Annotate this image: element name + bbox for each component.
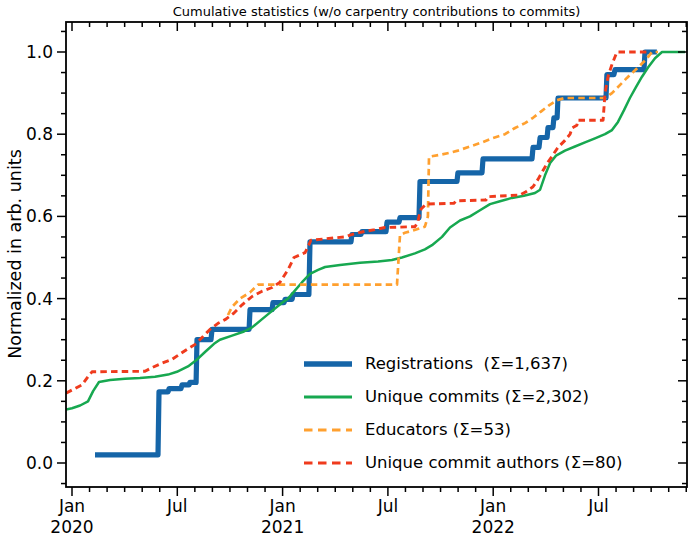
- x-tick-label: Jan: [58, 496, 85, 516]
- x-tick-year-label: 2020: [50, 517, 93, 537]
- x-tick-label: Jul: [166, 496, 188, 516]
- y-tick-label: 0.6: [26, 206, 53, 226]
- chart-title: Cumulative statistics (w/o carpentry con…: [66, 4, 687, 19]
- legend-label-unique-commit-authors: Unique commit authors (Σ=80): [365, 453, 622, 472]
- legend-swatch-educators: [303, 425, 353, 435]
- figure: Jan2020JulJan2021JulJan2022Jul0.00.20.40…: [0, 0, 695, 542]
- legend-swatch-unique-commit-authors: [303, 458, 353, 468]
- legend-item-unique-commits: Unique commits (Σ=2,302): [303, 380, 622, 413]
- y-tick-label: 1.0: [26, 42, 53, 62]
- x-tick-label: Jan: [479, 496, 506, 516]
- x-tick-year-label: 2021: [261, 517, 304, 537]
- x-tick-label: Jan: [268, 496, 295, 516]
- legend-label-registrations: Registrations (Σ=1,637): [365, 354, 568, 373]
- legend-item-registrations: Registrations (Σ=1,637): [303, 347, 622, 380]
- y-tick-label: 0.8: [26, 124, 53, 144]
- x-tick-label: Jul: [377, 496, 399, 516]
- legend-item-unique-commit-authors: Unique commit authors (Σ=80): [303, 446, 622, 479]
- y-tick-label: 0.0: [26, 453, 53, 473]
- y-tick-label: 0.4: [26, 289, 53, 309]
- x-tick-year-label: 2022: [472, 517, 515, 537]
- legend-swatch-unique-commits: [303, 392, 353, 402]
- legend-swatch-registrations: [303, 359, 353, 369]
- legend-item-educators: Educators (Σ=53): [303, 413, 622, 446]
- x-tick-label: Jul: [587, 496, 609, 516]
- legend: Registrations (Σ=1,637) Unique commits (…: [303, 347, 622, 479]
- legend-label-unique-commits: Unique commits (Σ=2,302): [365, 387, 589, 406]
- legend-label-educators: Educators (Σ=53): [365, 420, 511, 439]
- y-axis-label: Normalized in arb. units: [5, 149, 25, 359]
- y-tick-label: 0.2: [26, 371, 53, 391]
